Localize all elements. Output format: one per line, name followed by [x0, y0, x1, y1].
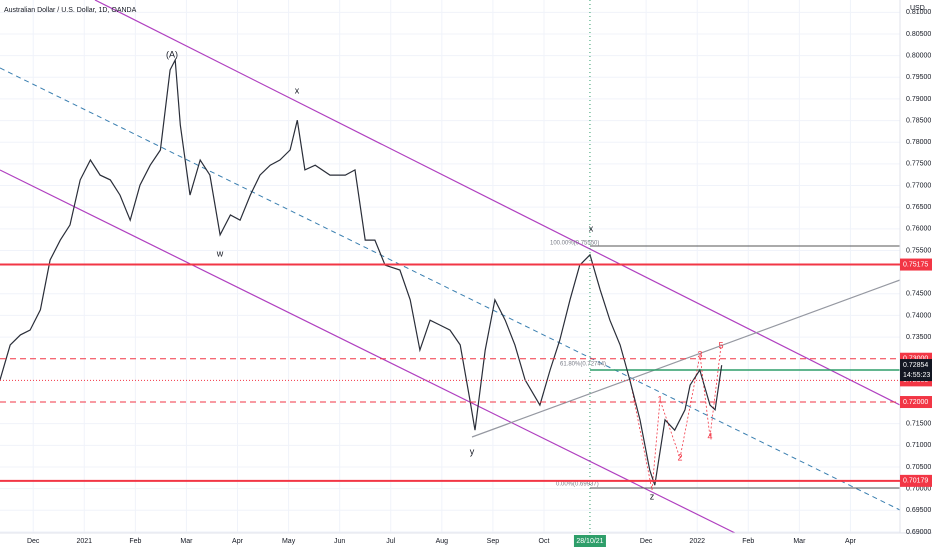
x-tick-label: Mar [180, 538, 193, 545]
y-tick-label: 0.76000 [906, 226, 931, 233]
x-tick-label: 2022 [689, 538, 705, 545]
y-tick-label: 0.71000 [906, 442, 931, 449]
fib-label: 0.00%(0.69937) [556, 482, 599, 488]
price-level-tag [900, 258, 932, 271]
y-tick-label: 0.69500 [906, 507, 931, 514]
x-tick-label: Feb [742, 538, 754, 545]
x-tick-label: Jul [386, 538, 395, 545]
x-tick-label: Apr [232, 538, 244, 545]
wave-label: x [589, 223, 594, 233]
x-tick-label: Sep [487, 538, 500, 545]
crosshair-label-bg [573, 535, 606, 547]
y-tick-label: 0.70500 [906, 464, 931, 471]
y-tick-label: 0.81000 [906, 9, 931, 16]
price-level-label: 0.72000 [903, 399, 928, 406]
channel-lower [0, 169, 736, 534]
last-price-tag [900, 359, 932, 382]
price-line [0, 57, 723, 486]
y-tick-label: 0.79000 [906, 96, 931, 103]
last-price-label: 0.72854 [903, 362, 928, 369]
x-tick-label: 2021 [76, 538, 92, 545]
x-tick-label: Apr [845, 538, 857, 545]
x-tick-label: Mar [793, 538, 806, 545]
y-tick-label: 0.75500 [906, 247, 931, 254]
fib-label: 100.00%(0.75550) [550, 241, 599, 247]
wave-label: 4 [707, 431, 712, 441]
y-tick-label: 0.77000 [906, 182, 931, 189]
y-tick-label: 0.76500 [906, 204, 931, 211]
x-tick-label: Aug [436, 538, 449, 545]
x-tick-label: May [282, 538, 296, 545]
x-tick-label: Oct [539, 538, 550, 545]
wave-label: 3 [697, 349, 702, 359]
wave-label: 1 [657, 394, 662, 404]
y-tick-label: 0.70000 [906, 485, 931, 492]
wave-path [629, 345, 722, 491]
price-level-label: 0.70179 [903, 478, 928, 485]
x-tick-label: Dec [27, 538, 40, 545]
y-tick-label: 0.78000 [906, 139, 931, 146]
y-tick-label: 0.74500 [906, 291, 931, 298]
y-tick-label: 0.74000 [906, 312, 931, 319]
wave-label: y [470, 446, 475, 456]
y-tick-label: 0.78500 [906, 117, 931, 124]
x-tick-label: Feb [129, 538, 141, 545]
x-tick-label: Jun [334, 538, 345, 545]
price-level-label: 0.75175 [903, 261, 928, 268]
currency: USD [910, 5, 925, 12]
chart-title: Australian Dollar / U.S. Dollar, 1D, OAN… [4, 7, 137, 14]
last-price-time: 14:55:23 [903, 372, 930, 379]
y-tick-label: 0.69000 [906, 529, 931, 536]
y-tick-label: 0.77500 [906, 161, 931, 168]
wave-label: w [216, 248, 224, 258]
y-tick-label: 0.71500 [906, 421, 931, 428]
wave-label: x [295, 85, 300, 95]
y-tick-label: 0.79500 [906, 74, 931, 81]
y-tick-label: 0.73500 [906, 334, 931, 341]
fib-label: 61.80%(0.72744) [560, 362, 606, 368]
wave-label: 2 [677, 452, 682, 462]
crosshair-label: 28/10/21 [576, 538, 603, 545]
wave-label: z [650, 491, 655, 501]
wave-label: (A) [166, 49, 178, 59]
y-tick-label: 0.80500 [906, 31, 931, 38]
x-tick-label: Dec [640, 538, 653, 545]
price-level-tag [900, 474, 932, 487]
wave-label: 5 [718, 340, 723, 350]
price-level-tag [900, 396, 932, 409]
y-tick-label: 0.80000 [906, 52, 931, 59]
channel-upper [94, 0, 901, 406]
grid [0, 0, 900, 533]
